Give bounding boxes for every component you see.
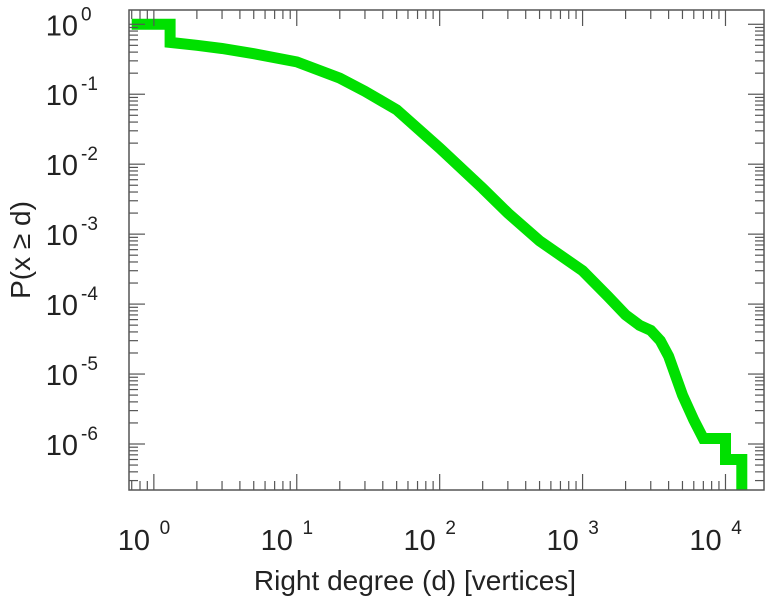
x-tick-label: 10 (546, 525, 578, 557)
y-axis-label: P(x ≥ d) (5, 201, 36, 299)
x-tick-label: 10 (689, 525, 721, 557)
x-tick-exponent: 0 (160, 518, 171, 539)
y-tick-exponent: -4 (81, 284, 98, 305)
y-tick-exponent: -1 (81, 74, 98, 95)
x-axis-label: Right degree (d) [vertices] (254, 565, 576, 596)
y-tick-exponent: -2 (81, 144, 98, 165)
y-tick-label: 10 (46, 430, 78, 462)
x-tick-label: 10 (404, 525, 436, 557)
x-tick-label: 10 (261, 525, 293, 557)
x-tick-exponent: 2 (445, 518, 456, 539)
y-tick-label: 10 (46, 150, 78, 182)
y-tick-label: 10 (46, 80, 78, 112)
x-tick-exponent: 4 (731, 518, 742, 539)
x-tick-label: 10 (118, 525, 150, 557)
y-tick-exponent: -5 (81, 354, 98, 375)
y-tick-label: 10 (46, 220, 78, 252)
y-tick-label: 10 (46, 10, 78, 42)
series-line-0 (131, 18, 748, 490)
plot-area (131, 18, 748, 490)
x-tick-exponent: 1 (302, 518, 313, 539)
plot-frame (128, 9, 765, 491)
x-tick-exponent: 3 (588, 518, 599, 539)
y-tick-exponent: -3 (81, 214, 98, 235)
x-tick-labels: 10 0 10 1 10 2 10 3 10 4 (118, 518, 742, 557)
y-tick-exponent: -6 (81, 424, 98, 445)
axis-ticks (129, 10, 764, 490)
y-tick-exponent: 0 (81, 4, 92, 25)
y-tick-label: 10 (46, 360, 78, 392)
y-tick-label: 10 (46, 290, 78, 322)
